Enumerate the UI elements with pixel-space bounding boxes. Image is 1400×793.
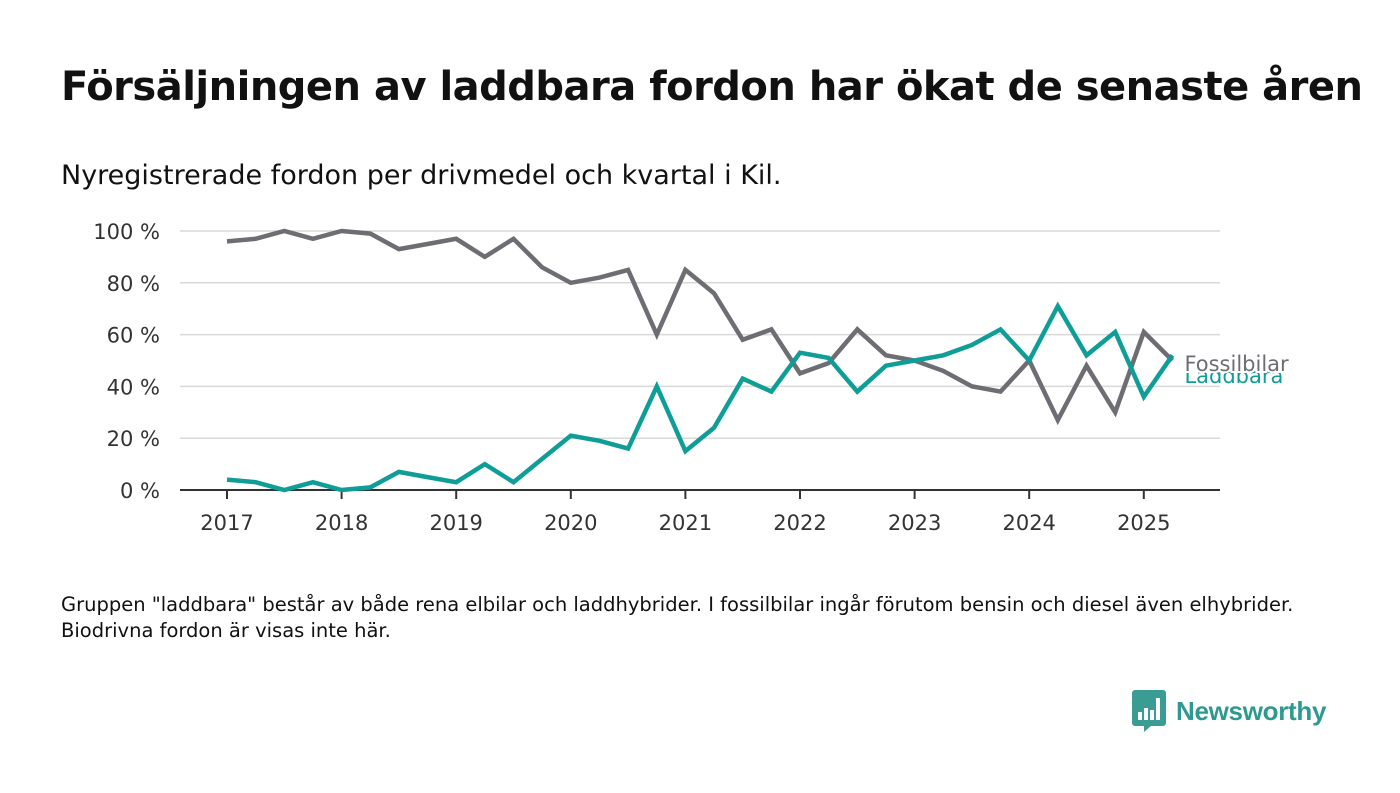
x-tick-label: 2024	[1002, 511, 1055, 535]
x-tick-label: 2017	[200, 511, 253, 535]
y-tick-label: 60 %	[107, 324, 160, 348]
newsworthy-logo-icon	[1132, 690, 1166, 732]
brand-logo[interactable]: Newsworthy	[1132, 690, 1326, 732]
x-axis: 2017 2018 2019 2020 2021 2022 2023 2024 2025	[180, 489, 1220, 535]
series-label-fossilbilar: Fossilbilar	[1184, 352, 1289, 376]
y-tick-label: 100 %	[93, 220, 160, 244]
x-tick-label: 2018	[315, 511, 368, 535]
y-tick-label: 40 %	[107, 375, 160, 399]
grid-lines: 0 % 20 % 40 % 60 % 80 % 100 %	[93, 220, 1220, 503]
series-line-laddbara	[226, 301, 1175, 493]
y-tick-label: 80 %	[107, 272, 160, 296]
y-tick-label: 20 %	[107, 427, 160, 451]
brand-name: Newsworthy	[1176, 695, 1327, 726]
x-tick-label: 2025	[1117, 511, 1170, 535]
x-tick-label: 2020	[544, 511, 597, 535]
line-chart: 0 % 20 % 40 % 60 % 80 % 100 % 2017 2018 2019 202…	[93, 220, 1291, 535]
chart-subtitle: Nyregistrerade fordon per drivmedel och …	[61, 160, 782, 191]
x-tick-label: 2023	[888, 511, 941, 535]
series-label-laddbara: Laddbara	[1184, 364, 1283, 388]
series-lines	[226, 228, 1175, 493]
x-tick-label: 2021	[659, 511, 712, 535]
series-line-fossilbilar	[226, 228, 1174, 426]
x-tick-label: 2019	[429, 511, 482, 535]
x-tick-label: 2022	[773, 511, 826, 535]
y-tick-label: 0 %	[120, 479, 160, 503]
chart-title: Försäljningen av laddbara fordon har öka…	[61, 64, 1363, 110]
footnote: Gruppen "laddbara" består av både rena e…	[61, 593, 1294, 642]
